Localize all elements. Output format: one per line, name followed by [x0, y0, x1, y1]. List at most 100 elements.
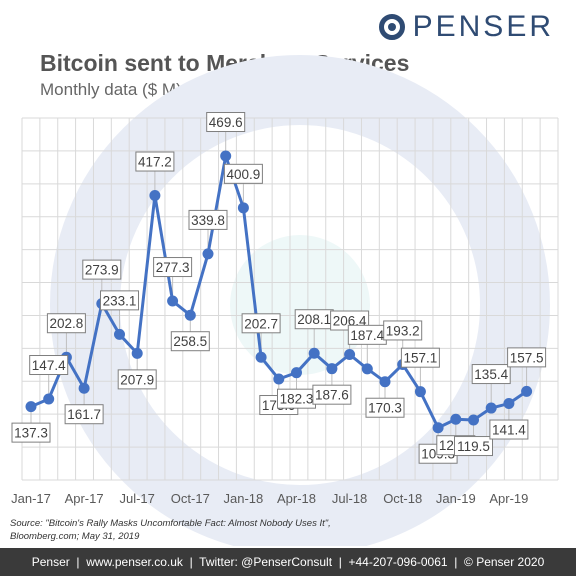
- data-label-text: 202.8: [50, 316, 84, 331]
- data-label: 182.3: [277, 388, 316, 409]
- watermark-ring: [50, 55, 550, 546]
- x-tick-label: Oct-17: [171, 491, 210, 506]
- data-point: [503, 398, 515, 410]
- data-point: [43, 393, 55, 405]
- data-label-text: 206.4: [333, 314, 367, 329]
- data-label: 170.3: [365, 397, 405, 418]
- data-label-text: 157.1: [404, 351, 438, 366]
- data-label-box: [11, 422, 51, 443]
- data-point: [78, 382, 90, 394]
- data-label-box: [223, 163, 263, 184]
- data-label: 187.4: [347, 324, 387, 345]
- data-label-box: [489, 419, 529, 440]
- data-point: [202, 248, 214, 260]
- data-point: [468, 414, 479, 426]
- data-label-box: [507, 347, 547, 368]
- data-point: [273, 373, 285, 385]
- data-label: 339.8: [188, 209, 228, 230]
- data-label: 193.2: [383, 320, 423, 341]
- data-label: 469.6: [206, 112, 246, 133]
- data-label: 277.3: [153, 257, 193, 278]
- data-label-box: [100, 290, 139, 311]
- data-point: [237, 202, 249, 214]
- data-point: [432, 422, 444, 434]
- data-label-box: [153, 257, 193, 278]
- data-label-box: [206, 112, 246, 133]
- data-label: 157.5: [507, 347, 547, 368]
- chart-subtitle: Monthly data ($ M): [40, 80, 182, 99]
- data-point: [326, 363, 338, 375]
- x-tick-label: Oct-18: [383, 491, 422, 506]
- data-label-box: [29, 355, 69, 376]
- data-label-box: [135, 151, 175, 172]
- data-label: 147.4: [29, 355, 69, 376]
- data-label: 187.6: [312, 384, 352, 405]
- data-label-text: 258.5: [173, 334, 207, 349]
- data-label-text: 135.4: [474, 367, 508, 382]
- data-label-box: [64, 404, 104, 425]
- source-note: Source: "Bitcoin's Rally Masks Uncomfort…: [10, 517, 410, 543]
- watermark-core: [230, 235, 370, 375]
- data-label-text: 277.3: [156, 260, 190, 275]
- data-label-text: 193.2: [386, 323, 420, 338]
- data-label-text: 147.4: [32, 358, 66, 373]
- data-label-box: [312, 384, 352, 405]
- data-label: 161.7: [64, 404, 104, 425]
- data-label: 258.5: [170, 331, 210, 352]
- penser-logo: PENSER: [378, 10, 554, 44]
- footer-bar: Penser | www.penser.co.uk | Twitter: @Pe…: [0, 548, 576, 576]
- data-label-box: [471, 364, 511, 385]
- data-label-box: [46, 313, 86, 334]
- watermark: [50, 55, 550, 546]
- data-label-text: 119.5: [457, 439, 490, 454]
- data-label: 273.9: [82, 259, 122, 280]
- data-label-box: [241, 313, 281, 334]
- source-line-2: Bloomberg.com; May 31, 2019: [10, 531, 140, 542]
- data-label-text: 202.7: [244, 316, 278, 331]
- penser-logo-icon: [378, 14, 405, 40]
- data-point: [414, 386, 426, 398]
- data-label-text: 273.9: [85, 263, 119, 278]
- data-point: [361, 363, 373, 375]
- data-label-text: 400.9: [227, 167, 261, 182]
- x-tick-label: Jan-19: [436, 491, 476, 506]
- data-label: 135.4: [471, 364, 511, 385]
- data-label: 202.8: [46, 313, 86, 334]
- data-label-text: 233.1: [103, 293, 137, 308]
- data-label-text: 207.9: [120, 372, 154, 387]
- data-label-box: [454, 436, 493, 457]
- x-tick-label: Jul-18: [332, 491, 367, 506]
- data-label: 141.4: [489, 419, 529, 440]
- data-label-text: 182.3: [280, 392, 314, 407]
- data-label-box: [400, 347, 440, 368]
- source-line-1: Source: "Bitcoin's Rally Masks Uncomfort…: [10, 518, 331, 529]
- data-label: 207.9: [117, 369, 157, 390]
- data-label-text: 157.5: [510, 350, 544, 365]
- data-point: [255, 351, 267, 363]
- data-label-box: [82, 259, 122, 280]
- x-tick-label: Apr-19: [489, 491, 528, 506]
- data-label-text: 339.8: [191, 213, 225, 228]
- data-label-box: [170, 331, 210, 352]
- footer-text: Penser | www.penser.co.uk | Twitter: @Pe…: [31, 555, 545, 569]
- data-label-box: [188, 209, 228, 230]
- data-point: [114, 328, 125, 340]
- data-label-text: 208.1: [297, 312, 331, 327]
- data-label-box: [365, 397, 405, 418]
- x-tick-label: Jul-17: [119, 491, 154, 506]
- data-point: [149, 190, 161, 202]
- x-tick-label: Apr-17: [65, 491, 104, 506]
- data-point: [220, 150, 232, 162]
- data-label-text: 141.4: [492, 423, 526, 438]
- data-label-text: 417.2: [138, 155, 172, 170]
- data-point: [291, 367, 302, 379]
- data-label-text: 137.3: [14, 426, 48, 441]
- data-point: [521, 385, 533, 397]
- x-tick-label: Apr-18: [277, 491, 316, 506]
- data-label-text: 187.4: [350, 328, 384, 343]
- data-label: 208.1: [294, 309, 334, 330]
- data-label: 206.4: [330, 310, 370, 331]
- data-label: 400.9: [223, 163, 263, 184]
- data-point: [167, 295, 179, 307]
- data-label-text: 187.6: [315, 388, 349, 403]
